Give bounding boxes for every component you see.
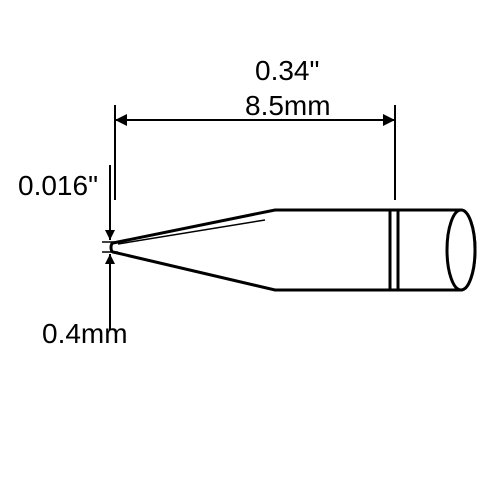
tip-mm-label: 0.4mm	[42, 318, 128, 350]
length-inches-label: 0.34"	[255, 55, 319, 87]
tip-inches-label: 0.016"	[18, 170, 98, 202]
tip-drawing	[0, 0, 500, 500]
length-mm-label: 8.5mm	[245, 90, 331, 122]
